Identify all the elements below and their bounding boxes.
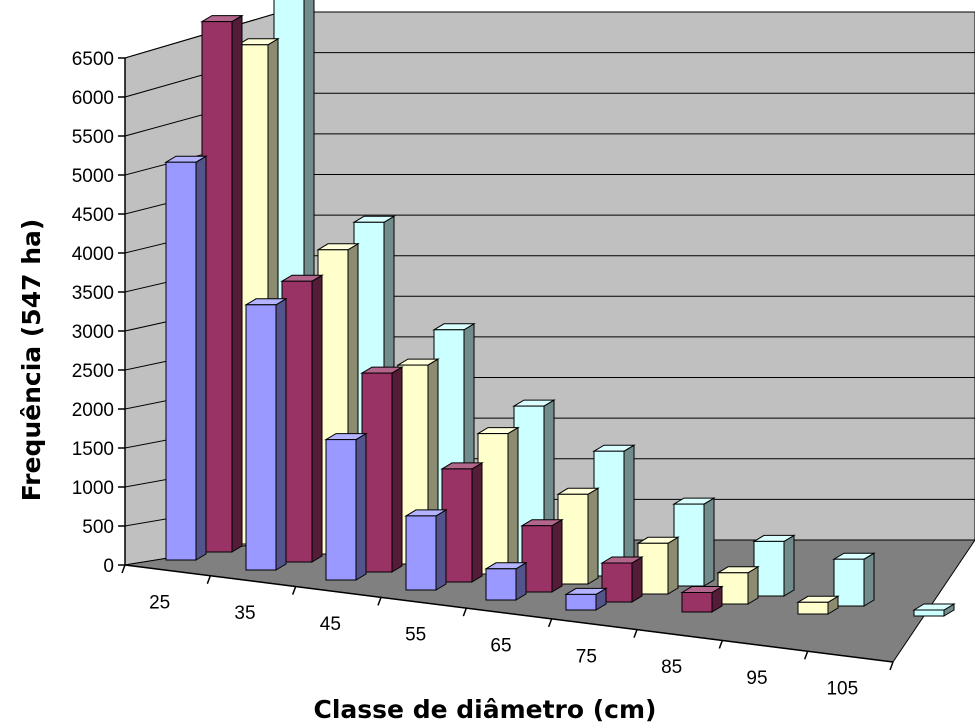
- x-tick-mark: [377, 597, 382, 606]
- y-tick-label: 4000: [72, 244, 114, 265]
- y-axis-ticks: 0 500 1000 1500 2000 2500 3000 3500 4000 4500 5000…: [72, 49, 125, 577]
- x-tick-mark: [803, 650, 809, 660]
- bar-s3-c55: [476, 426, 520, 575]
- x-tick-mark: [633, 629, 638, 638]
- y-tick-label: 2000: [72, 400, 114, 421]
- bar-s4-c105: [912, 603, 956, 617]
- y-tick-label: 6500: [72, 49, 114, 70]
- bar-s3-c95: [796, 595, 840, 615]
- x-tick-mark: [889, 661, 894, 671]
- x-tick-label: 25: [149, 592, 170, 613]
- x-tick-label: 45: [320, 614, 341, 635]
- x-tick-label: 95: [746, 668, 767, 689]
- bar-s2-c55: [440, 462, 484, 583]
- bar-s4-c95: [832, 552, 876, 607]
- bar-s2-c85: [680, 585, 724, 613]
- y-axis-title: Frequência (547 ha): [17, 219, 46, 502]
- x-axis-line: [124, 564, 894, 663]
- y-tick-label: 0: [103, 556, 114, 577]
- x-axis-ticks: 25 35 45 55 65 75 85 95 105: [121, 564, 894, 700]
- y-tick-label: 1000: [72, 478, 114, 499]
- y-tick-label: 4500: [72, 205, 114, 226]
- y-tick-label: 6000: [72, 88, 114, 109]
- bar-s1-c35: [244, 297, 288, 571]
- x-tick-mark: [547, 618, 553, 628]
- bar-s4-c65: [592, 444, 636, 577]
- x-tick-label: 65: [490, 636, 511, 657]
- bar-s1-c75: [564, 587, 608, 611]
- y-tick-label: 3500: [72, 283, 114, 304]
- bar-s4-c75: [672, 497, 716, 587]
- bar-s3-c85: [716, 565, 760, 605]
- x-tick-label: 55: [405, 625, 426, 646]
- x-axis-title: Classe de diâmetro (cm): [314, 695, 657, 724]
- x-tick-mark: [718, 640, 724, 649]
- y-tick-label: 500: [82, 517, 114, 538]
- bar-s1-c65: [484, 561, 528, 601]
- bar-s1-c25: [164, 155, 208, 561]
- y-tick-label: 2500: [72, 361, 114, 382]
- bar-s3-c75: [636, 536, 680, 595]
- bar-s1-c45: [324, 432, 368, 581]
- bar-s2-c65: [520, 518, 564, 593]
- bar-s2-c75: [600, 556, 644, 603]
- bar-s4-c85: [752, 534, 796, 597]
- bar-s2-c35: [280, 274, 324, 563]
- bars: [164, 0, 956, 617]
- bar-s3-c65: [556, 487, 600, 585]
- y-tick-label: 3000: [72, 322, 114, 343]
- y-tick-label: 5500: [72, 127, 114, 148]
- bar-s2-c45: [360, 366, 404, 573]
- x-tick-label: 75: [576, 646, 597, 667]
- bar-s2-c25: [200, 14, 244, 553]
- x-tick-mark: [291, 586, 297, 595]
- y-tick-label: 5000: [72, 166, 114, 187]
- x-tick-mark: [462, 607, 468, 617]
- x-tick-mark: [121, 564, 126, 574]
- x-tick-mark: [206, 575, 212, 585]
- bar-s1-c55: [404, 509, 448, 591]
- x-tick-label: 105: [826, 679, 858, 700]
- x-tick-label: 35: [234, 603, 255, 624]
- x-tick-label: 85: [661, 657, 682, 678]
- y-tick-label: 1500: [72, 439, 114, 460]
